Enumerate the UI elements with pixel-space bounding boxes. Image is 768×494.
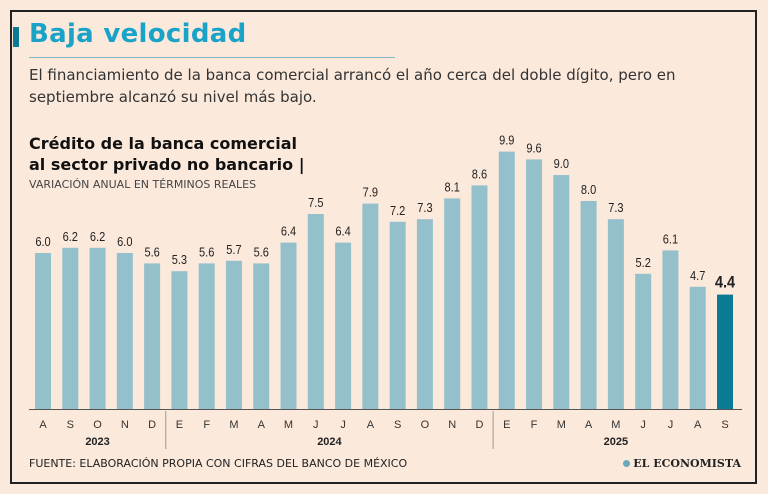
data-label: 7.3 xyxy=(417,200,433,215)
data-label: 8.1 xyxy=(445,180,461,195)
x-tick-label: S xyxy=(67,419,74,431)
data-label: 6.4 xyxy=(281,224,297,239)
bar xyxy=(416,219,433,409)
logo-icon xyxy=(623,460,631,467)
bar xyxy=(362,203,379,409)
x-tick-label: M xyxy=(229,419,238,431)
bar xyxy=(498,151,515,409)
x-tick-label: J xyxy=(640,419,646,431)
year-label: 2025 xyxy=(604,436,628,448)
bar xyxy=(580,201,597,409)
x-tick-label: A xyxy=(367,419,375,431)
data-label: 5.6 xyxy=(144,245,160,260)
x-tick-label: S xyxy=(394,419,401,431)
bar xyxy=(116,253,133,409)
x-tick-label: M xyxy=(611,419,620,431)
x-tick-label: D xyxy=(476,419,484,431)
data-label: 7.3 xyxy=(608,200,624,215)
bar xyxy=(280,242,297,409)
x-tick-label: A xyxy=(258,419,266,431)
data-label: 5.6 xyxy=(199,245,215,260)
data-label: 6.0 xyxy=(117,234,133,249)
x-tick-label: A xyxy=(585,419,593,431)
x-tick-label: N xyxy=(448,419,456,431)
x-tick-label: A xyxy=(39,419,47,431)
bar xyxy=(526,159,543,409)
bar xyxy=(444,198,461,409)
data-label: 7.5 xyxy=(308,195,324,210)
data-label: 9.9 xyxy=(499,133,515,148)
chart-title-line2: al sector privado no bancario | xyxy=(29,155,305,174)
data-label: 8.0 xyxy=(581,182,597,197)
x-tick-label: J xyxy=(313,419,319,431)
x-tick-label: E xyxy=(176,419,183,431)
x-tick-label: J xyxy=(340,419,346,431)
data-label: 5.3 xyxy=(172,252,188,267)
year-label: 2024 xyxy=(317,436,342,448)
x-tick-label: J xyxy=(668,419,674,431)
data-label: 7.9 xyxy=(363,185,379,200)
x-tick-label: O xyxy=(421,419,430,431)
title-accent-bar xyxy=(13,27,19,47)
bar xyxy=(635,273,652,409)
bar xyxy=(662,250,679,409)
bar xyxy=(307,214,324,409)
bar xyxy=(717,294,733,409)
x-tick-label: M xyxy=(284,419,293,431)
data-label: 5.6 xyxy=(254,245,270,260)
bar xyxy=(389,221,406,409)
x-tick-label: O xyxy=(93,419,102,431)
chart-title-line1: Crédito de la banca comercial xyxy=(29,134,297,153)
bar xyxy=(198,263,215,409)
source-note: FUENTE: ELABORACIÓN PROPIA CON CIFRAS DE… xyxy=(29,457,408,470)
data-label: 9.6 xyxy=(526,141,542,156)
bar xyxy=(335,242,352,409)
x-tick-label: M xyxy=(557,419,566,431)
chart-title: Crédito de la banca comercial al sector … xyxy=(29,133,305,175)
data-label: 6.4 xyxy=(335,224,351,239)
x-tick-label: F xyxy=(203,419,210,431)
bar xyxy=(607,219,624,409)
x-tick-label: N xyxy=(121,419,129,431)
bar xyxy=(471,185,488,409)
subtitle: El financiamiento de la banca comercial … xyxy=(29,66,676,106)
data-label: 6.0 xyxy=(35,234,51,249)
year-label: 2023 xyxy=(85,436,109,448)
bar xyxy=(89,247,106,409)
chart-frame xyxy=(10,10,757,484)
chart-units: VARIACIÓN ANUAL EN TÉRMINOS REALES xyxy=(29,178,257,191)
data-label: 5.7 xyxy=(226,242,242,257)
bar xyxy=(144,263,161,409)
page-title: Baja velocidad xyxy=(29,19,247,49)
data-label: 6.2 xyxy=(90,229,106,244)
x-tick-label: D xyxy=(148,419,156,431)
data-label: 9.0 xyxy=(554,156,570,171)
data-label: 6.1 xyxy=(663,232,679,247)
logo-text: EL ECONOMISTA xyxy=(633,457,741,470)
data-label: 4.4 xyxy=(715,274,735,292)
bar xyxy=(35,253,51,409)
title-rule xyxy=(29,57,395,58)
bar xyxy=(225,260,242,409)
bar xyxy=(253,263,270,409)
bar xyxy=(62,247,79,409)
x-tick-label: F xyxy=(531,419,538,431)
bar xyxy=(553,175,570,409)
data-label: 6.2 xyxy=(63,229,79,244)
data-label: 5.2 xyxy=(635,255,651,270)
x-tick-label: A xyxy=(694,419,702,431)
bar xyxy=(171,271,188,409)
data-label: 7.2 xyxy=(390,203,406,218)
data-label: 4.7 xyxy=(690,268,706,283)
data-label: 8.6 xyxy=(472,167,488,182)
publisher-logo: EL ECONOMISTA xyxy=(623,457,741,470)
x-tick-label: S xyxy=(721,419,728,431)
x-tick-label: E xyxy=(503,419,510,431)
bar xyxy=(689,286,706,409)
